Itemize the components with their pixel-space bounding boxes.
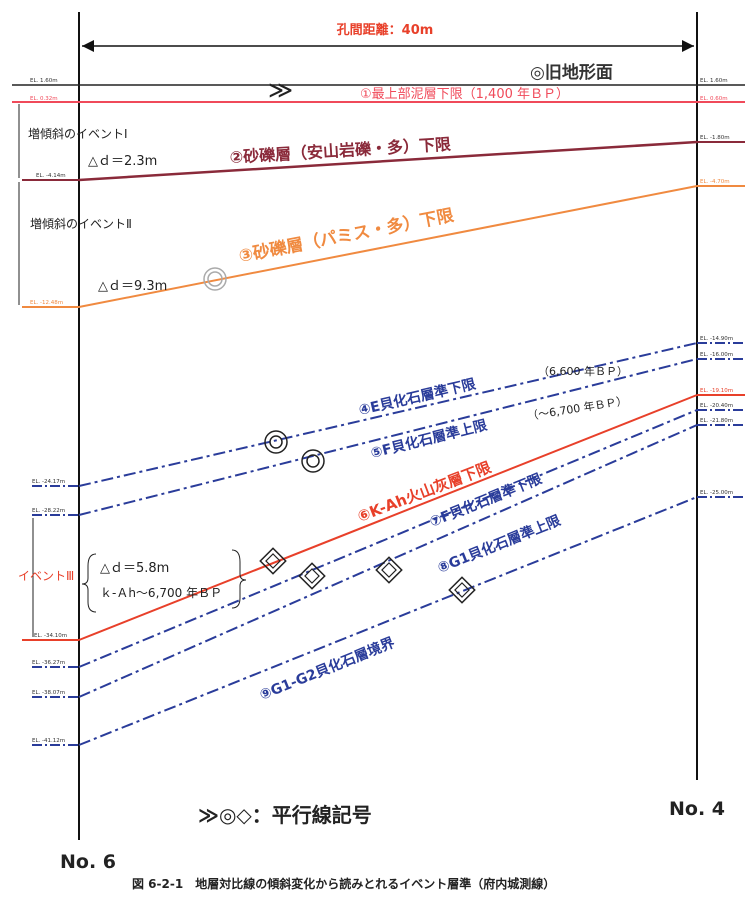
parallel-chevron-icon: ≫: [268, 76, 293, 104]
layer-3-label: ③砂礫層（パミス・多）下限: [237, 205, 455, 267]
elev-right-4: EL. -4.70m: [700, 179, 730, 185]
elev-left-7: EL. -34.10m: [34, 633, 67, 639]
elevation-labels-left: EL. 1.60m EL. 0.32m EL. -4.14m EL. -12.4…: [30, 78, 67, 744]
parallel-double-circle-inner: [269, 435, 283, 449]
borehole-no6-label: No. 6: [60, 851, 116, 873]
elev-right-3: EL. -1.80m: [700, 135, 730, 141]
elev-left-5: EL. -24.17m: [32, 479, 65, 485]
event-3-dd: △ｄ＝5.8m: [100, 561, 169, 576]
event-2-dd: △ｄ＝9.3m: [98, 279, 167, 294]
layer-4-age: （6,600 年ＢＰ）: [538, 364, 628, 378]
elev-right-6: EL. -16.00m: [700, 352, 733, 358]
parallel-diamond-icon: [375, 556, 403, 584]
layer-7-correlation: [78, 409, 698, 668]
parallel-diamond-icon: [298, 562, 326, 590]
parallel-double-circle-inner: [207, 271, 223, 287]
elev-right-8: EL. -20.40m: [700, 403, 733, 409]
elev-left-3: EL. -4.14m: [36, 173, 66, 179]
elev-right-10: EL. -25.00m: [700, 490, 733, 496]
layer-9-label: ⑨G1-G2貝化石層境界: [257, 634, 398, 704]
elev-right-5: EL. -14.90m: [700, 336, 733, 342]
layer-1-label: ①最上部泥層下限（1,400 年ＢＰ）: [360, 87, 569, 102]
old-surface-label: ◎旧地形面: [530, 62, 613, 83]
parallel-double-circle-icon: [203, 267, 227, 291]
elev-left-6: EL. -28.22m: [32, 508, 65, 514]
elevation-labels-right: EL. 1.60m EL. 0.60m EL. -1.80m EL. -4.70…: [700, 78, 733, 496]
layer-8-correlation: [78, 424, 698, 698]
layer-5-correlation: [78, 358, 698, 516]
event-3-age: ｋ-Ａh～6,700 年ＢＰ: [100, 586, 222, 600]
elev-left-10: EL. -41.12m: [32, 738, 65, 744]
elev-right-9: EL. -21.80m: [700, 418, 733, 424]
event-2-label: 増傾斜のイベントⅡ: [30, 217, 132, 231]
event-1-dd: △ｄ＝2.3m: [88, 154, 157, 169]
layer-6-correlation: [78, 394, 698, 641]
layer-4-label: ④E貝化石層準下限: [357, 375, 477, 418]
event-1-label: 増傾斜のイベントⅠ: [28, 127, 128, 141]
elev-left-1: EL. 1.60m: [30, 78, 58, 84]
elev-right-2: EL. 0.60m: [700, 96, 728, 102]
layer-9-correlation: [78, 496, 698, 746]
parallel-diamond-icon: [448, 576, 476, 604]
event-3-brace-left: [81, 553, 97, 613]
figure-caption: 図 6-2-1 地層対比線の傾斜変化から読みとれるイベント層準（府内城測線）: [132, 876, 555, 891]
event-3-brace-right: [231, 549, 247, 609]
elev-right-7: EL. -19.10m: [700, 388, 733, 394]
borehole-no4-label: No. 4: [669, 798, 725, 820]
layer-2-label: ②砂礫層（安山岩礫・多）下限: [229, 134, 452, 167]
elev-left-4: EL. -12.48m: [30, 300, 63, 306]
parallel-double-circle-inner: [306, 454, 320, 468]
layer-4-correlation: [78, 342, 698, 487]
elev-left-2: EL. 0.32m: [30, 96, 58, 102]
layer-2-correlation: [78, 140, 698, 182]
layer-6-label: ⑥K-Ah火山灰層下限: [355, 458, 494, 526]
parallel-double-circle-icon: [264, 430, 288, 454]
elev-left-8: EL. -36.27m: [32, 660, 65, 666]
elev-left-9: EL. -38.07m: [32, 690, 65, 696]
layer-5-label: ⑤F貝化石層準上限: [369, 416, 489, 461]
event-3-label: イベントⅢ: [18, 569, 74, 583]
elev-right-1: EL. 1.60m: [700, 78, 728, 84]
parallel-diamond-icon: [259, 547, 287, 575]
legend: ≫◎◇：平行線記号: [198, 803, 372, 827]
parallel-double-circle-icon: [301, 449, 325, 473]
distance-label: 孔間距離：40m: [337, 22, 434, 38]
layer-3-correlation: [78, 185, 698, 308]
